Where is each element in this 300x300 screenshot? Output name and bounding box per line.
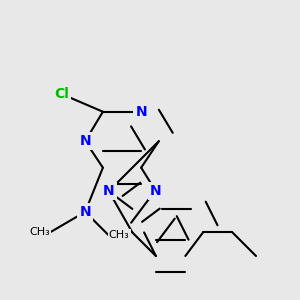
Text: N: N	[103, 184, 115, 198]
Text: CH₃: CH₃	[109, 230, 130, 240]
Text: CH₃: CH₃	[29, 227, 50, 237]
Text: N: N	[80, 205, 91, 219]
Text: N: N	[80, 134, 91, 148]
Text: Cl: Cl	[54, 87, 69, 101]
Text: N: N	[135, 105, 147, 119]
Text: N: N	[150, 184, 162, 198]
